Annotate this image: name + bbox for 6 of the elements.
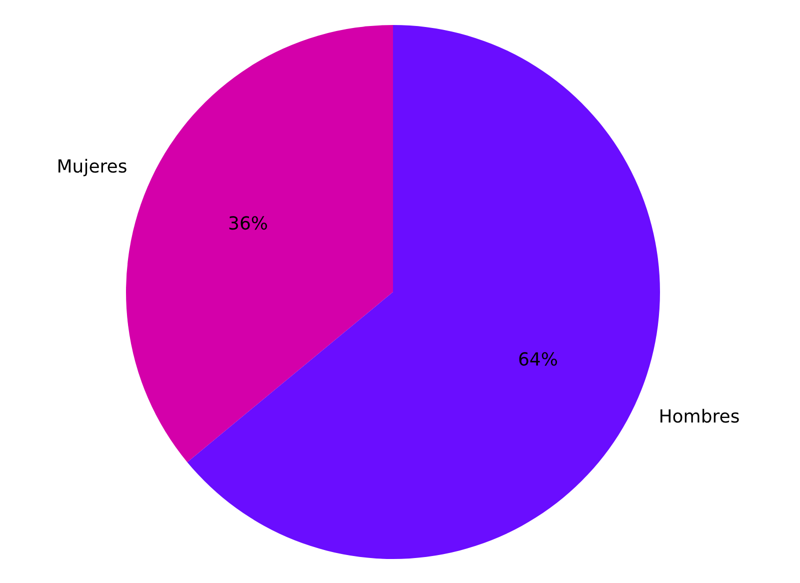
slice-label: Hombres [658, 406, 740, 428]
data-label: 64% [518, 350, 558, 371]
data-label: 36% [228, 213, 268, 234]
pie-slice [187, 25, 660, 559]
pie-slice [126, 25, 393, 462]
slice-label: Mujeres [56, 156, 128, 178]
